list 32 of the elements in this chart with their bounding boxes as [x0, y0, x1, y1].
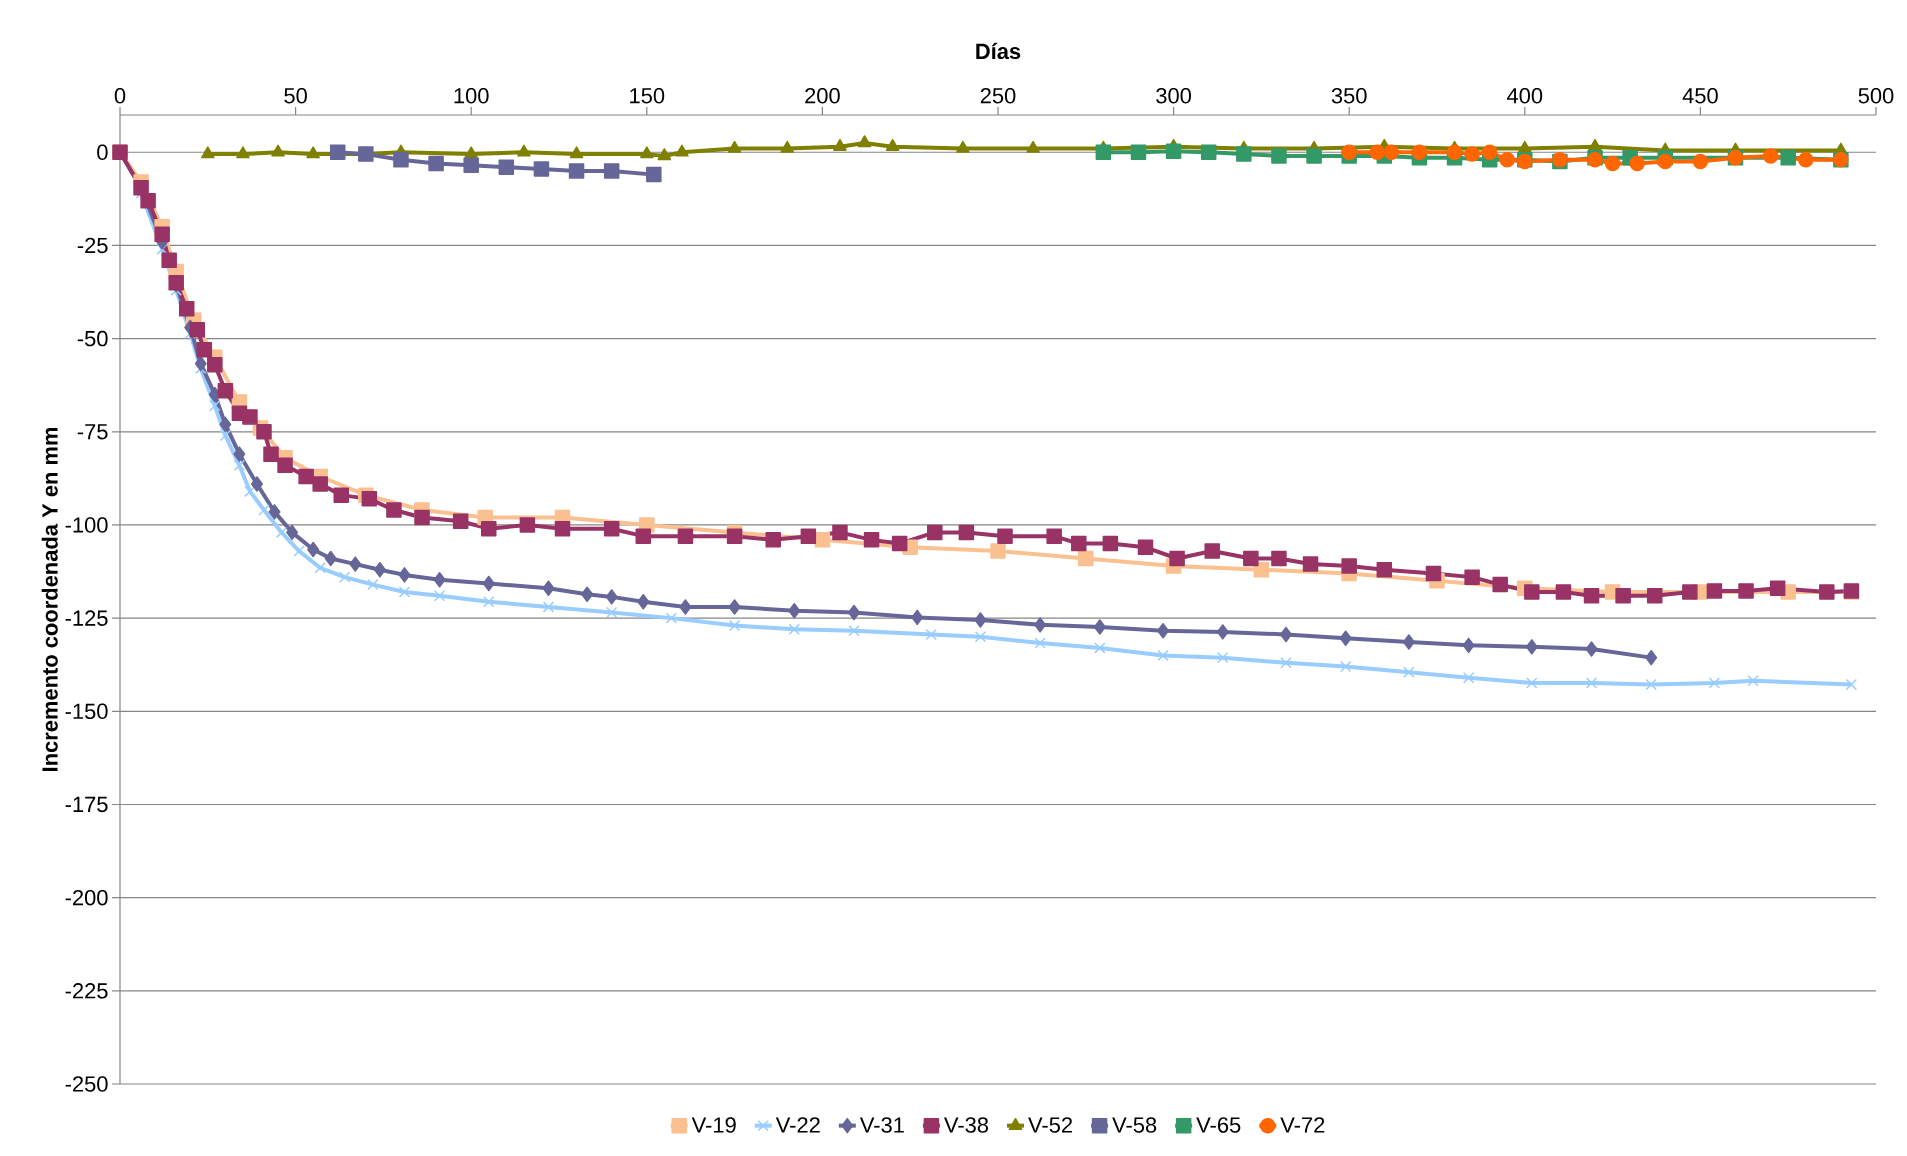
y-tick-label: -50	[77, 330, 108, 347]
x-tick-label: 0	[114, 87, 126, 104]
y-tick-label: -125	[65, 610, 108, 626]
x-axis-title: Días	[976, 42, 1021, 60]
x-tick-label: 400	[1507, 87, 1543, 104]
y-tick-label: -175	[65, 796, 108, 813]
legend-label: V-19	[691, 1117, 736, 1133]
x-tick-label: 150	[630, 87, 665, 104]
x-tick-label: 250	[980, 87, 1016, 104]
y-tick-label: 0	[97, 144, 108, 161]
y-tick-label: -225	[65, 983, 108, 999]
y-tick-label: -150	[65, 703, 108, 720]
x-tick-label: 350	[1331, 87, 1367, 104]
y-tick-label: -100	[65, 517, 108, 533]
y-tick-label: -250	[65, 1076, 108, 1092]
y-axis-title: Incremento coordenada Y en mm	[41, 427, 58, 771]
legend-label: V-22	[775, 1117, 820, 1133]
legend-label: V-72	[1280, 1117, 1325, 1133]
x-tick-label: 300	[1156, 87, 1191, 104]
y-tick-label: -25	[77, 237, 108, 254]
x-tick-label: 500	[1858, 87, 1894, 104]
legend-label: V-38	[944, 1117, 989, 1133]
x-tick-label: 100	[454, 87, 489, 104]
y-tick-label: -200	[65, 889, 108, 906]
x-tick-label: 200	[805, 87, 840, 104]
legend-label: V-31	[859, 1117, 904, 1133]
legend-label: V-65	[1196, 1117, 1241, 1133]
legend-label: V-58	[1112, 1117, 1157, 1133]
x-tick-label: 50	[284, 87, 307, 104]
legend-label: V-52	[1028, 1117, 1072, 1133]
x-tick-label: 450	[1682, 87, 1718, 104]
y-tick-label: -75	[77, 424, 108, 440]
